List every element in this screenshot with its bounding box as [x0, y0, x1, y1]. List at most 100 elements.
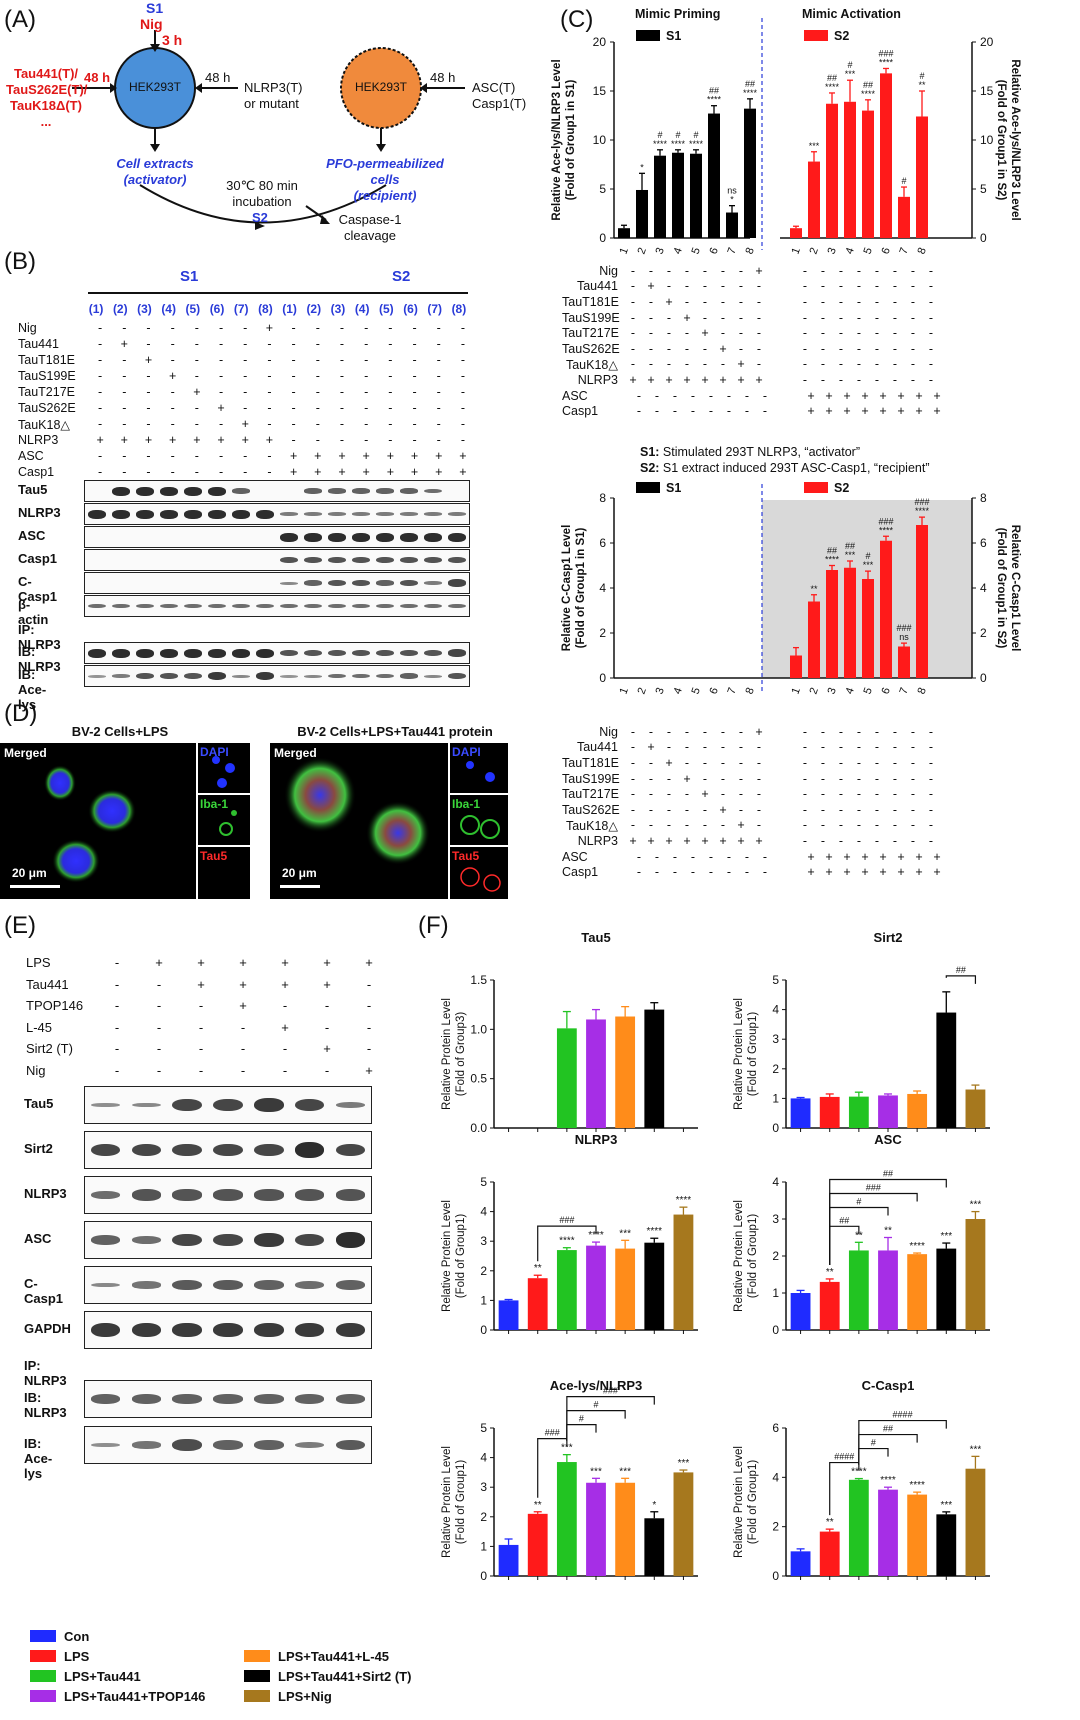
- f-asc-ytick-label: 1: [772, 1286, 779, 1300]
- b-blot-casp1-band-11: [328, 556, 346, 564]
- c-bot-cell: -: [838, 771, 844, 786]
- c-bot-ytick-label-r: 6: [980, 536, 987, 550]
- c-top-cell: -: [762, 388, 768, 403]
- e-blot-sirt2-band-1: [90, 1143, 121, 1157]
- b-cell: -: [412, 385, 417, 399]
- b-cell: -: [218, 369, 224, 383]
- c-top-cell: -: [630, 263, 636, 278]
- c-top-cell: +: [719, 372, 727, 387]
- legend-label: LPS+Tau441+TPOP146: [64, 1688, 206, 1704]
- c-top-cell: -: [630, 341, 636, 356]
- f-asc-star-7: ***: [970, 1200, 982, 1211]
- c-top-cell: -: [928, 326, 934, 341]
- c-top-s1-bar-8: [744, 108, 756, 238]
- c-top-s2-xtick-4: 4: [843, 246, 856, 256]
- b-blot-c-casp1-label: C-Casp1: [18, 574, 58, 604]
- b-blot-tau5-band-13: [376, 488, 394, 494]
- b-cell: -: [267, 465, 272, 479]
- c-top-s2-xtick-1: 1: [789, 246, 802, 256]
- c-top-s1-legend: S1: [666, 29, 681, 43]
- c-bot-cell: -: [892, 755, 898, 770]
- b-cell: -: [194, 401, 199, 415]
- f-sirt2-ylabel2: (Fold of Group1): [747, 1012, 759, 1097]
- c-top-cell: -: [654, 388, 660, 403]
- b-cell: -: [388, 401, 393, 415]
- b-cell: -: [412, 353, 417, 367]
- c-top-cell: -: [874, 279, 880, 294]
- b-blot-ib-acelys-band-12: [352, 673, 370, 679]
- b-cell: +: [386, 449, 394, 463]
- f-asc-ytick-label: 3: [772, 1212, 779, 1226]
- c-bot-cell: -: [856, 740, 862, 755]
- b-cell: -: [218, 321, 224, 335]
- c-top-cell: +: [933, 404, 941, 419]
- panel-a-nig: Nig: [140, 16, 163, 32]
- panel-a-tau-constructs: Tau441(T)/TauS262E(T)/TauK18Δ(T)...: [6, 66, 88, 129]
- c-bot-xtick-1: 1: [789, 686, 802, 696]
- b-blot-ib-nlrp3-band-5: [184, 648, 202, 658]
- b-cell: -: [436, 353, 441, 367]
- c-top-cell: -: [802, 310, 808, 325]
- e-cell: -: [156, 976, 162, 992]
- c-bot-cell: -: [928, 771, 934, 786]
- c-top-cell: -: [756, 294, 762, 309]
- e-blot-sirt2-band-2: [131, 1143, 161, 1157]
- e-blot-nlrp3-band-5: [254, 1189, 284, 1201]
- panel-a-pfo: PFO-permeabilized cells (recipient): [326, 156, 444, 203]
- panel-a-cell-right: HEK293T: [354, 80, 408, 94]
- c-top-cell: -: [636, 404, 642, 419]
- c-bot-xtick-3: 3: [825, 686, 838, 696]
- c-top-cell: -: [738, 341, 744, 356]
- c-bot-s1-xtick-2: 2: [635, 686, 648, 696]
- c-top-ytick-label-r: 20: [980, 35, 994, 49]
- f-acelys-bar-4: [586, 1482, 606, 1576]
- c-bot-row-TauT217E: TauT217E - - - - + - - - - - - - - - - -: [562, 786, 946, 802]
- c-bot-hash-4: ##: [845, 541, 855, 551]
- b-blot-tau5-band-14: [400, 488, 418, 494]
- panel-a-extracts: Cell extracts (activator): [116, 156, 194, 187]
- f-asc-bar-4: [878, 1250, 898, 1330]
- b-blot-asc-band-16: [448, 532, 466, 542]
- c-bot-cell: -: [654, 865, 660, 880]
- f-tau5-ytick-label: 1.5: [470, 973, 487, 987]
- c-top-s2-bar-8: [916, 116, 928, 238]
- b-ip-label: IP: NLRP3: [18, 622, 61, 652]
- c-top-cell: -: [738, 279, 744, 294]
- c-top-cell: -: [838, 279, 844, 294]
- scale-label-left: 20 μm: [12, 866, 47, 880]
- c-bot-bar-8: [916, 525, 928, 678]
- c-top-s2-xtick-5: 5: [861, 246, 874, 256]
- c-top-cell: -: [874, 372, 880, 387]
- e-cell: +: [239, 998, 247, 1014]
- b-cell: -: [339, 417, 345, 431]
- b-cell: -: [267, 417, 272, 431]
- e-blot-tau5-band-1: [90, 1102, 121, 1108]
- c-top-cell: -: [666, 341, 672, 356]
- c-top-s2-bar-4: [844, 101, 856, 238]
- c-top-s2-star-6: ****: [879, 57, 894, 67]
- c-bot-hash-5: #: [865, 551, 870, 561]
- e-blot-ib-acelys-band-2: [131, 1441, 161, 1449]
- panel-a-48h-right: 48 h: [430, 70, 456, 85]
- c-top-s1-star-7: ns: [727, 186, 737, 196]
- c-top-cell: -: [702, 310, 708, 325]
- b-cell: -: [315, 369, 320, 383]
- c-top-cell: -: [838, 294, 844, 309]
- c-bot-ytick-label: 6: [599, 536, 606, 550]
- b-blot-nlrp3-label: NLRP3: [18, 505, 61, 520]
- f-ccasp1-ytick-label: 6: [772, 1421, 779, 1435]
- c-bot-cell: -: [756, 787, 762, 802]
- b-cell: -: [122, 321, 127, 335]
- c-top-s2-bar-2: [808, 161, 820, 238]
- b-row-TauT217E: TauT217E - - - - + - - - - - - - - - - -: [18, 384, 475, 400]
- b-cell: -: [243, 465, 248, 479]
- f-tau5-bar-3: [556, 1028, 577, 1128]
- c-top-cell: -: [666, 326, 672, 341]
- c-top-cell: -: [648, 263, 654, 278]
- b-cell: +: [435, 449, 443, 463]
- c-bot-cell: +: [861, 865, 869, 880]
- b-cell: -: [412, 369, 417, 383]
- f-sirt2-ytick-label: 3: [772, 1032, 779, 1046]
- b-cell: -: [291, 353, 296, 367]
- c-top-s2-xtick-2: 2: [807, 246, 820, 256]
